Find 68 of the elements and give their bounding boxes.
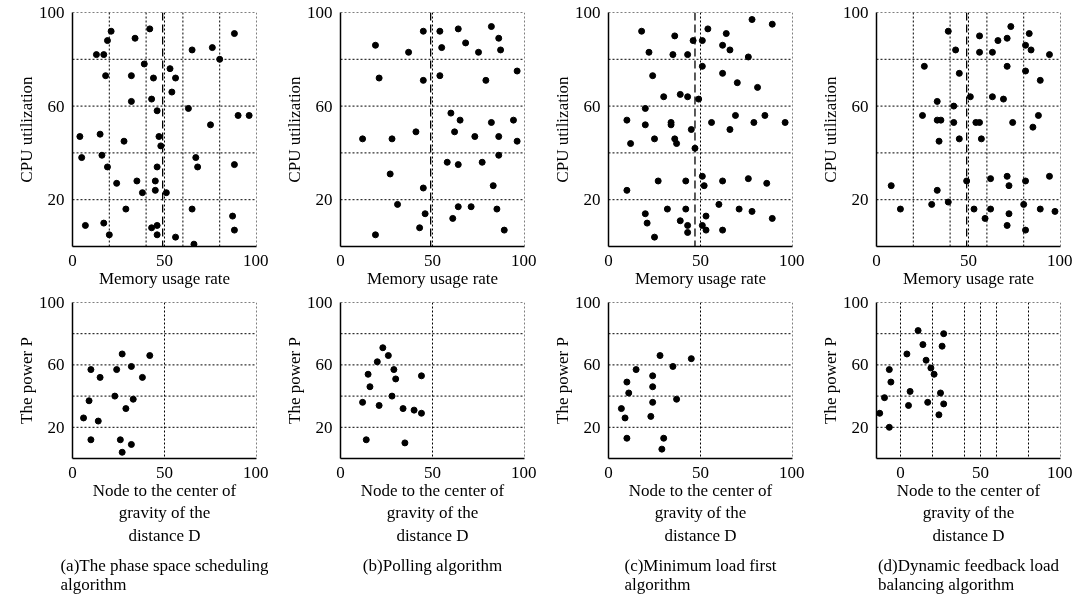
y-tick-label: 20 <box>315 190 333 210</box>
y-axis-title: CPU utilization <box>553 75 572 183</box>
y-tick-label: 20 <box>315 417 333 437</box>
y-tick-label: 20 <box>851 190 869 210</box>
y-tick-label: 60 <box>583 96 601 116</box>
x-tick-label: 50 <box>692 250 709 270</box>
x-tick-label: 100 <box>511 462 537 482</box>
y-axis-title: The power P <box>821 337 840 424</box>
x-tick-label: 0 <box>604 462 613 482</box>
text: (d)Dynamic feedback load balancing algorithm <box>877 555 1060 594</box>
y-axis-title: The power P <box>553 337 572 424</box>
x-tick-label: 100 <box>779 250 805 270</box>
x-axis-title: Node to the center of gravity of the distance D <box>896 480 1041 546</box>
x-tick-label: 0 <box>336 462 345 482</box>
y-tick-label: 20 <box>47 190 65 210</box>
x-axis-title: Node to the center of gravity of the distance D <box>360 480 505 546</box>
x-tick-label: 0 <box>336 250 345 270</box>
x-tick-label: 100 <box>779 462 805 482</box>
y-tick-label: 100 <box>843 3 869 22</box>
y-tick-label: 60 <box>315 96 333 116</box>
x-axis-title: Node to the center of gravity of the distance D <box>628 480 773 546</box>
y-tick-label: 100 <box>575 293 601 312</box>
x-tick-label: 50 <box>156 250 173 270</box>
y-tick-label: 60 <box>851 96 869 116</box>
x-tick-label: 0 <box>872 250 881 270</box>
x-axis-title: Memory usage rate <box>98 268 231 288</box>
y-axis-title: CPU utilization <box>285 75 304 183</box>
x-tick-label: 100 <box>1047 250 1073 270</box>
y-tick-label: 20 <box>47 417 65 437</box>
x-tick-label: 100 <box>1047 462 1073 482</box>
text: (b)Polling algorithm <box>362 555 503 575</box>
y-axis-title: CPU utilization <box>17 75 36 183</box>
text: (a)The phase space scheduling algorithm <box>60 555 270 594</box>
x-tick-label: 50 <box>960 250 977 270</box>
x-axis-title: Node to the center of gravity of the distance D <box>92 480 237 546</box>
y-axis-title: CPU utilization <box>821 75 840 183</box>
y-tick-label: 100 <box>307 293 333 312</box>
x-tick-label: 50 <box>156 462 173 482</box>
y-tick-label: 60 <box>47 355 65 375</box>
x-tick-label: 0 <box>68 462 77 482</box>
x-tick-label: 100 <box>243 250 269 270</box>
y-tick-label: 100 <box>39 293 65 312</box>
x-axis-title: Memory usage rate <box>902 268 1035 288</box>
x-tick-label: 100 <box>511 250 537 270</box>
x-tick-label: 50 <box>424 462 441 482</box>
x-axis-title: Memory usage rate <box>634 268 767 288</box>
y-tick-label: 100 <box>307 3 333 22</box>
y-tick-label: 20 <box>583 417 601 437</box>
y-axis-title: The power P <box>17 337 36 424</box>
x-tick-label: 50 <box>692 462 709 482</box>
y-tick-label: 60 <box>851 355 869 375</box>
y-tick-label: 60 <box>47 96 65 116</box>
y-tick-label: 100 <box>843 293 869 312</box>
y-tick-label: 100 <box>575 3 601 22</box>
x-axis-title: Memory usage rate <box>366 268 499 288</box>
x-tick-label: 0 <box>604 250 613 270</box>
x-tick-label: 100 <box>243 462 269 482</box>
y-tick-label: 60 <box>315 355 333 375</box>
x-tick-label: 0 <box>68 250 77 270</box>
y-tick-label: 20 <box>851 417 869 437</box>
x-tick-label: 0 <box>896 462 905 482</box>
y-axis-title: The power P <box>285 337 304 424</box>
x-tick-label: 50 <box>424 250 441 270</box>
text: (c)Minimum load first algorithm <box>624 555 777 594</box>
y-tick-label: 60 <box>583 355 601 375</box>
y-tick-label: 20 <box>583 190 601 210</box>
x-tick-label: 50 <box>972 462 989 482</box>
y-tick-label: 100 <box>39 3 65 22</box>
